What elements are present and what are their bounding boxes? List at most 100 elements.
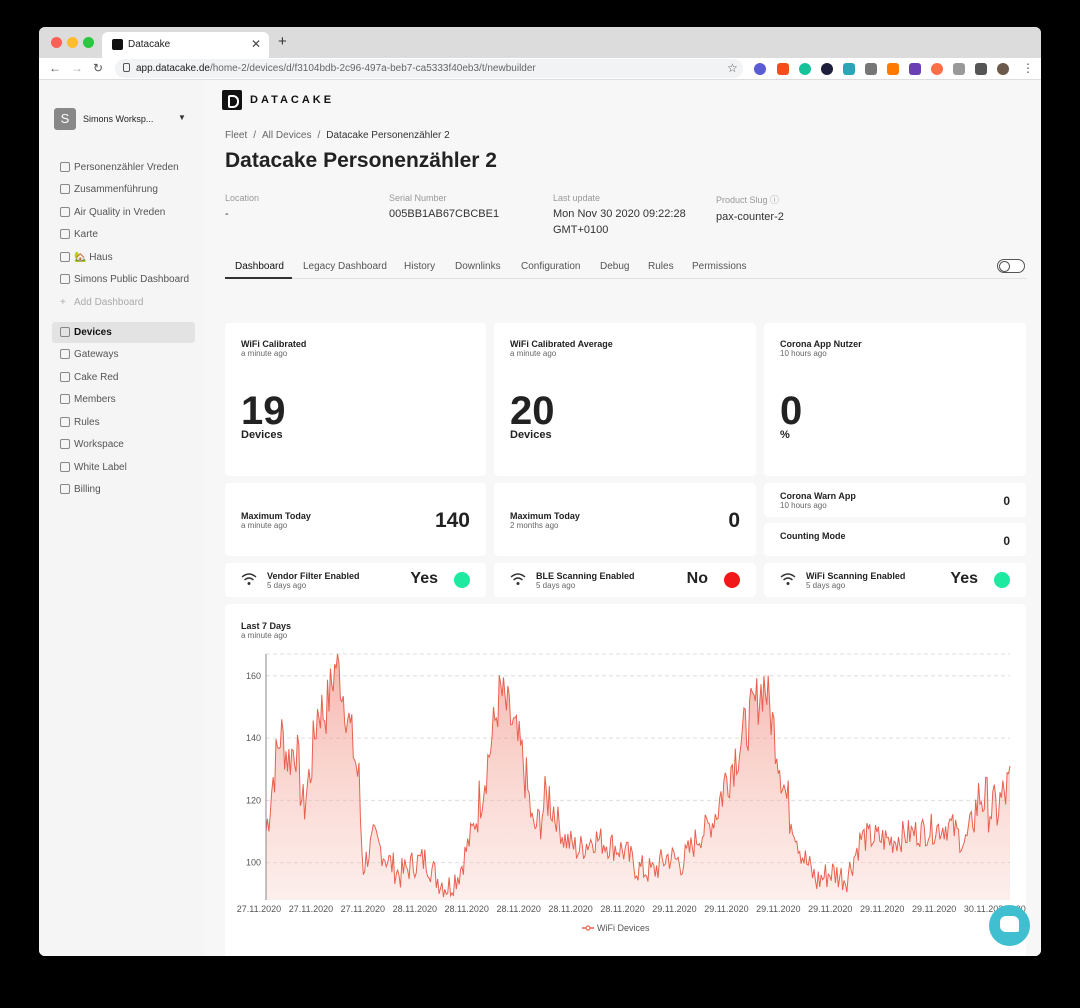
close-window-button[interactable] [51,37,62,48]
reload-icon[interactable]: ↻ [93,61,104,75]
tab-legacy-dashboard[interactable]: Legacy Dashboard [303,261,387,272]
widget-value: 19 [241,389,286,433]
antenna-icon [60,349,70,359]
sidebar-item-billing[interactable]: Billing [52,479,195,500]
extension-icon[interactable] [754,63,766,75]
tab-downlinks[interactable]: Downlinks [455,261,501,272]
workspace-name: Simons Worksp... [83,114,154,124]
sidebar-dashboard-item[interactable]: Simons Public Dashboard [52,269,195,290]
forward-icon[interactable]: → [71,61,83,75]
sidebar-item-white-label[interactable]: White Label [52,457,195,478]
x-tick-label: 29.11.2020 [756,904,800,914]
x-tick-label: 30.11.2020 [964,904,1008,914]
x-tick-label: 27.11.2020 [341,904,385,914]
widget-unit: % [780,429,790,441]
x-tick-label: 29.11.2020 [912,904,956,914]
x-tick-label: 28.11.2020 [600,904,644,914]
extension-icon[interactable] [953,63,965,75]
extension-icon[interactable] [865,63,877,75]
main-content: DATACAKE Fleet / All Devices / Datacake Pers… [204,80,1041,956]
series-area [266,654,1010,900]
tab-close-icon[interactable]: ✕ [250,37,261,51]
puzzle-extensions-icon[interactable] [975,63,987,75]
sidebar-dashboard-item[interactable]: Personenzähler Vreden [52,157,195,178]
widget-value: 0 [728,509,740,532]
minimize-window-button[interactable] [67,37,78,48]
tab-debug[interactable]: Debug [600,261,630,272]
plus-icon: + [60,297,66,308]
sidebar-item-cake-red[interactable]: Cake Red [52,367,195,388]
extension-icon[interactable] [821,63,833,75]
hubspot-extension-icon[interactable] [887,63,899,75]
meta-last-update: Last update Mon Nov 30 2020 09:22:28 GMT+0… [553,193,686,236]
widget-wifi-scanning: WiFi Scanning Enabled 5 days ago Yes [764,563,1026,597]
tab-history[interactable]: History [404,261,436,272]
chevron-down-icon: ▼ [178,113,186,122]
sidebar-item-gateways[interactable]: Gateways [52,344,195,365]
x-tick-label: 29.11.2020 [652,904,696,914]
y-tick-label: 100 [246,858,261,868]
wifi-icon [510,573,526,585]
x-tick-label: 29.11.2020 [704,904,748,914]
maximize-window-button[interactable] [83,37,94,48]
sidebar-item-workspace[interactable]: Workspace [52,434,195,455]
chart-legend[interactable]: WiFi Devices [582,923,650,933]
sidebar-item-members[interactable]: Members [52,389,195,410]
sidebar-item-devices[interactable]: Devices [52,322,195,343]
x-tick-label: 29.11.2020 [860,904,904,914]
active-tab-underline [225,277,292,279]
widget-vendor-filter: Vendor Filter Enabled 5 days ago Yes [225,563,486,597]
breadcrumb-fleet[interactable]: Fleet [225,130,248,141]
x-tick-label: 28.11.2020 [393,904,437,914]
sidebar-dashboard-item[interactable]: Karte [52,224,195,245]
x-tick-label: 27.11.2020 [237,904,281,914]
sidebar-item-rules[interactable]: Rules [52,412,195,433]
add-dashboard-button[interactable]: + Add Dashboard [60,297,144,308]
x-tick-label: 29.11.2020 [808,904,852,914]
tab-strip: Datacake ✕ + [39,27,1041,58]
tab-permissions[interactable]: Permissions [692,261,747,272]
back-icon[interactable]: ← [49,61,61,75]
workspace-switcher[interactable]: S Simons Worksp... ▼ [54,108,194,132]
chart-icon [60,229,70,239]
tab-configuration[interactable]: Configuration [521,261,581,272]
workspace-icon [60,439,70,449]
sidebar-dashboard-item[interactable]: 🏡 Haus [52,247,195,268]
browser-tab[interactable]: Datacake ✕ [102,32,269,58]
extension-icon[interactable] [931,63,943,75]
chat-support-button[interactable] [989,905,1030,946]
edit-mode-toggle[interactable] [997,259,1025,273]
line-chart: 100 120 140 160 27.11.2020 27.11.2020 27.11.2… [237,653,1026,933]
grammarly-extension-icon[interactable] [799,63,811,75]
status-indicator-dot [994,572,1010,588]
status-indicator-dot [454,572,470,588]
chart-icon [60,274,70,284]
workspace-avatar: S [54,108,76,130]
new-tab-icon[interactable]: + [278,33,287,50]
figma-extension-icon[interactable] [777,63,789,75]
datacake-logo-icon [222,90,242,110]
tab-dashboard[interactable]: Dashboard [235,261,284,272]
users-icon [60,394,70,404]
widget-wifi-calibrated-average: WiFi Calibrated Average a minute ago 20 … [494,323,756,476]
extension-icon[interactable] [843,63,855,75]
address-bar[interactable]: app.datacake.de/home-2/devices/d/f3104bd… [115,59,743,78]
tab-rules[interactable]: Rules [648,261,674,272]
meta-location: Location - [225,193,260,220]
breadcrumb-current: Datacake Personenzähler 2 [326,130,450,141]
x-tick-label: 27.11.2020 [289,904,333,914]
widget-unit: Devices [241,429,283,441]
widget-wifi-calibrated: WiFi Calibrated a minute ago 19 Devices [225,323,486,476]
profile-avatar[interactable] [997,63,1009,75]
extension-icon[interactable] [909,63,921,75]
datacake-favicon-icon [112,39,123,50]
sidebar-dashboard-item[interactable]: Zusammenführung [52,179,195,200]
sidebar-dashboard-item[interactable]: Air Quality in Vreden [52,202,195,223]
breadcrumb-all-devices[interactable]: All Devices [262,130,312,141]
widget-maximum-today-1: Maximum Today a minute ago 140 [225,483,486,556]
browser-menu-icon[interactable]: ⋮ [1022,61,1034,75]
bookmark-star-icon[interactable]: ☆ [727,61,738,75]
legend-label: WiFi Devices [597,923,650,933]
tag-icon [60,462,70,472]
series-line [265,653,1011,898]
